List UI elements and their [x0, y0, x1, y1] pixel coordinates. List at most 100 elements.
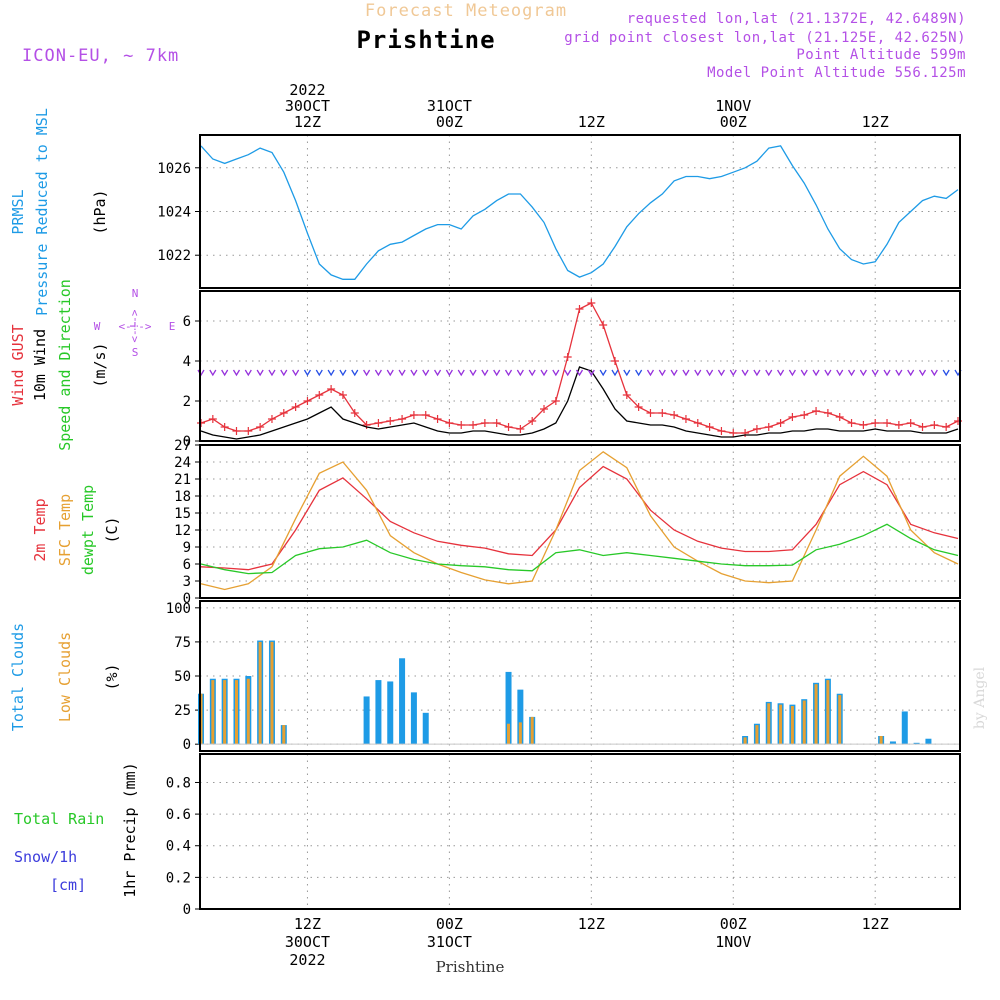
- gust-marker: [480, 419, 489, 427]
- wind-dir-arrow: [351, 369, 359, 377]
- axis-label: Low Clouds: [56, 632, 74, 722]
- gust-marker: [599, 321, 608, 329]
- model-label: ICON-EU, ~ 7km: [22, 46, 179, 66]
- gust-marker: [871, 419, 880, 427]
- bottom-time-label: 1NOV: [715, 933, 751, 951]
- wind-dir-arrow: [528, 369, 536, 377]
- requested-coords: requested lon,lat (21.1372E, 42.6489N): [627, 11, 966, 27]
- low-cloud-bar: [743, 737, 747, 745]
- gust-marker: [433, 415, 442, 423]
- wind-dir-arrow: [646, 369, 655, 377]
- axis-label: Total Rain: [14, 810, 104, 828]
- wind-dir-arrow: [587, 369, 595, 377]
- gust-marker: [847, 419, 856, 427]
- axis-label: [cm]: [50, 876, 86, 894]
- axis-label: dewpt Temp: [79, 485, 97, 575]
- top-time-label: 12Z: [294, 113, 321, 131]
- time-axis-labels: 202230OCT12Z31OCT00Z12Z1NOV00Z12Z2NOV00Z…: [285, 81, 1000, 969]
- bottom-time-label: 12Z: [578, 915, 605, 933]
- gust-marker: [563, 353, 572, 361]
- total-cloud-bar: [925, 738, 932, 745]
- grid-point-coords: grid point closest lon,lat (21.125E, 42.…: [564, 30, 966, 46]
- gust-marker: [232, 427, 241, 435]
- gust-marker: [823, 409, 832, 417]
- gust-marker: [752, 425, 761, 433]
- gust-marker: [930, 421, 939, 429]
- total-cloud-bar: [422, 712, 429, 745]
- gust-marker: [315, 391, 324, 399]
- gust-marker: [800, 411, 809, 419]
- total-cloud-bar: [410, 692, 417, 745]
- gust-marker: [729, 429, 738, 437]
- gust-marker: [670, 411, 679, 419]
- gust-marker: [693, 419, 702, 427]
- compass-n: N: [132, 287, 139, 300]
- wind-dir-arrow: [374, 369, 382, 377]
- wind-dir-arrow: [741, 369, 749, 377]
- y-tick-label: 18: [174, 489, 191, 505]
- y-tick-label: 6: [183, 557, 191, 573]
- wind-dir-arrow: [398, 369, 406, 377]
- wind-dir-arrow: [930, 369, 938, 377]
- wind-dir-arrow: [256, 369, 264, 377]
- supertitle: Forecast Meteogram: [365, 1, 567, 21]
- total-cloud-bar: [387, 681, 394, 745]
- wind-dir-arrow: [753, 369, 761, 377]
- panel-pressure: 1022 1024 1026 PRMSL Pressure Reduced to MSL…: [9, 108, 961, 316]
- wind-dir-arrow: [800, 369, 808, 377]
- gust-marker: [788, 413, 797, 421]
- axis-label: Pressure Reduced to MSL: [33, 108, 51, 316]
- y-tick-label: 50: [174, 669, 191, 685]
- wind-dir-arrow: [386, 369, 394, 377]
- low-cloud-bar: [814, 684, 818, 745]
- wind-dir-arrow: [280, 369, 288, 377]
- panel-clouds: 0 25 50 75 100 Total Clouds Low Clouds (%): [9, 600, 961, 753]
- wind-dir-arrow: [942, 369, 950, 377]
- gust-marker: [575, 305, 584, 313]
- wind-dir-arrow: [883, 369, 891, 377]
- wind-dir-arrow: [765, 369, 773, 377]
- wind-dir-arrow: [268, 369, 276, 377]
- panel-precip: 0 0.2 0.4 0.6 0.8 Total Rain Snow/1h [cm] 1hr Pr…: [14, 753, 961, 918]
- wind-dir-arrow: [623, 369, 631, 377]
- y-tick-label: 0.6: [166, 807, 191, 823]
- wind-dir-arrow: [824, 369, 832, 377]
- panel-frame: [199, 134, 961, 289]
- axis-label: PRMSL: [9, 189, 27, 234]
- panel-frame: [199, 753, 961, 910]
- wind-dir-arrow: [422, 369, 430, 377]
- compass-horizontal: <-!->: [118, 320, 151, 333]
- gust-marker: [776, 419, 785, 427]
- wind-dir-arrow: [232, 369, 241, 377]
- wind-dir-arrow: [812, 369, 820, 377]
- wind-dir-arrow: [469, 369, 477, 377]
- bottom-time-label: 2022: [289, 951, 325, 969]
- gust-marker: [835, 413, 844, 421]
- axis-label: Snow/1h: [14, 848, 77, 866]
- y-tick-label: 27: [174, 438, 191, 454]
- low-cloud-bar: [518, 722, 522, 745]
- wind-dir-arrow: [918, 369, 927, 377]
- low-cloud-bar: [282, 725, 286, 745]
- total-cloud-bar: [913, 742, 920, 745]
- gust-marker: [859, 421, 868, 429]
- panel-frame: [199, 600, 961, 752]
- gust-marker: [622, 391, 631, 399]
- total-cloud-bar: [517, 689, 524, 745]
- gust-marker: [220, 423, 229, 431]
- low-cloud-bar: [838, 695, 842, 745]
- low-cloud-bar: [790, 706, 794, 745]
- wind-dir-arrow: [895, 369, 903, 377]
- compass-w: W: [94, 320, 101, 333]
- y-tick-label: 4: [183, 354, 191, 370]
- panel-labels-precip: Total Rain Snow/1h [cm] 1hr Precip (mm): [14, 762, 139, 897]
- model-altitude: Model Point Altitude 556.125m: [707, 65, 966, 81]
- axis-label: Total Clouds: [9, 623, 27, 731]
- low-cloud-bar: [779, 704, 783, 745]
- page-title: Prishtine: [356, 26, 495, 54]
- gust-marker: [386, 417, 395, 425]
- wind-dir-arrow: [871, 369, 879, 377]
- y-tick-label: 21: [174, 472, 191, 488]
- low-cloud-bar: [802, 700, 806, 745]
- top-time-label: 31OCT: [427, 97, 472, 115]
